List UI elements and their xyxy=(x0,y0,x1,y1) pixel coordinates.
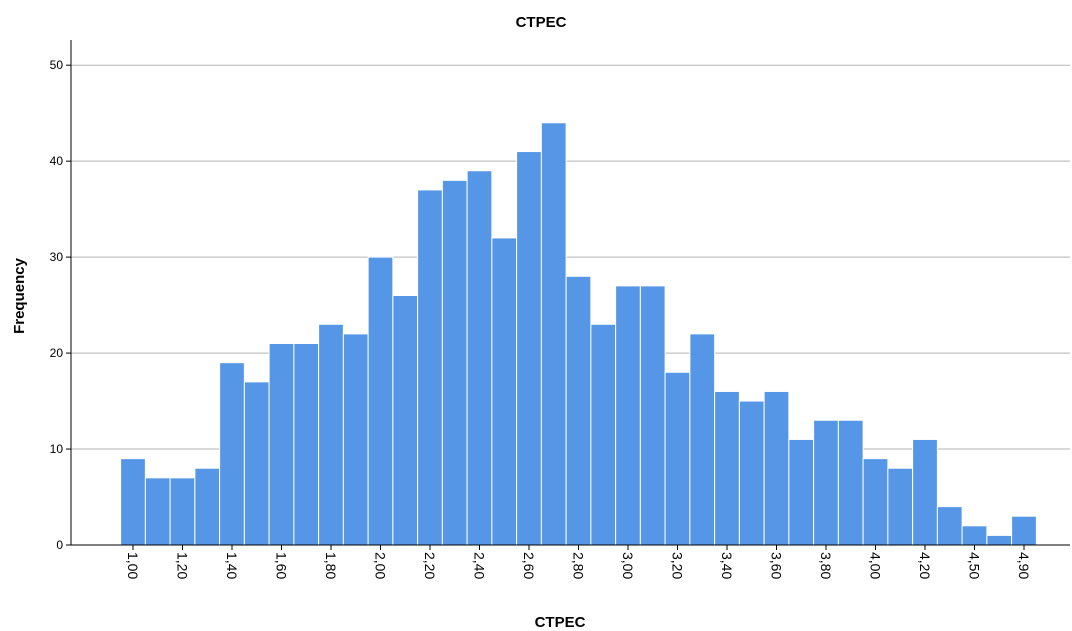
x-tick-label: 2,20 xyxy=(422,552,438,579)
y-tick-label: 20 xyxy=(50,346,64,360)
y-axis-label: Frequency xyxy=(11,257,28,334)
x-tick-label: 1,80 xyxy=(323,552,339,579)
x-tick-label: 1,00 xyxy=(125,552,141,579)
bar xyxy=(912,438,938,546)
y-tick-label: 0 xyxy=(56,538,63,552)
bar xyxy=(243,381,270,546)
x-tick-label: 3,20 xyxy=(670,552,686,579)
x-tick-label: 2,80 xyxy=(571,552,587,579)
x-tick-label: 1,20 xyxy=(175,552,191,579)
bar xyxy=(590,323,617,546)
y-tick-label: 50 xyxy=(50,58,64,72)
bar xyxy=(219,362,245,546)
x-tick-label: 3,60 xyxy=(769,552,785,579)
x-tick-label: 3,80 xyxy=(818,552,834,579)
x-tick-label: 1,60 xyxy=(274,552,290,579)
bar xyxy=(194,467,221,546)
bar xyxy=(466,170,493,546)
y-tick-label: 30 xyxy=(50,250,64,264)
x-tick-label: 3,00 xyxy=(620,552,636,579)
x-tick-label: 4,20 xyxy=(917,552,933,579)
bar xyxy=(120,458,146,546)
bar xyxy=(738,400,765,546)
bar xyxy=(788,438,815,546)
bar xyxy=(936,506,963,546)
bar xyxy=(268,342,295,546)
y-tick-label: 40 xyxy=(50,154,64,168)
bar xyxy=(639,285,666,546)
bar xyxy=(392,295,419,546)
bar xyxy=(565,275,592,546)
bar xyxy=(615,285,641,546)
bar xyxy=(763,390,790,546)
bar xyxy=(986,534,1013,546)
bar xyxy=(813,419,839,546)
x-axis-label: CTPEC xyxy=(535,614,586,631)
bar xyxy=(293,342,320,546)
bar xyxy=(318,323,344,546)
bar xyxy=(540,122,567,546)
x-tick-label: 2,40 xyxy=(472,552,488,579)
x-tick-label: 1,40 xyxy=(224,552,240,579)
bar xyxy=(441,179,468,546)
y-tick-label: 10 xyxy=(50,442,64,456)
bar xyxy=(342,333,369,546)
x-tick-label: 2,60 xyxy=(521,552,537,579)
x-tick-label: 4,90 xyxy=(1016,552,1032,579)
x-tick-label: 3,40 xyxy=(719,552,735,579)
bar xyxy=(516,151,542,546)
x-tick-label: 4,00 xyxy=(868,552,884,579)
bar xyxy=(837,419,864,546)
bar xyxy=(1011,515,1037,546)
bar xyxy=(862,458,889,546)
bar xyxy=(367,256,394,546)
bar xyxy=(417,189,443,546)
bar xyxy=(491,237,518,546)
bar xyxy=(689,333,716,546)
bar xyxy=(887,467,914,546)
bar xyxy=(169,477,196,546)
bar xyxy=(144,477,171,546)
chart-title: CTPEC xyxy=(516,14,567,31)
x-tick-label: 2,00 xyxy=(373,552,389,579)
bar xyxy=(714,390,740,546)
bar xyxy=(961,525,988,546)
bar xyxy=(664,371,691,546)
x-tick-label: 4,50 xyxy=(967,552,983,579)
